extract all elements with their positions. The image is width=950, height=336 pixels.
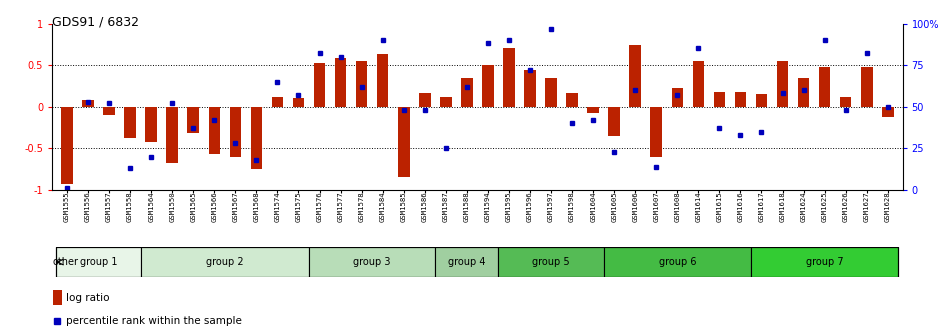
Bar [53,290,62,305]
Text: GSM1596: GSM1596 [527,191,533,222]
Text: GSM1605: GSM1605 [611,191,618,222]
Text: GSM1584: GSM1584 [380,191,386,222]
Bar [524,70,536,107]
Text: GDS91 / 6832: GDS91 / 6832 [52,15,140,28]
Text: GSM1565: GSM1565 [190,191,197,222]
Bar [272,97,283,107]
Bar [208,107,220,154]
Text: log ratio: log ratio [66,293,110,303]
Text: GSM1567: GSM1567 [233,191,238,222]
Text: group 6: group 6 [658,257,696,267]
Bar [435,247,499,277]
Bar [861,67,872,107]
Text: GSM1578: GSM1578 [358,191,365,222]
Bar [504,48,515,107]
Bar [440,97,451,107]
Text: GSM1588: GSM1588 [464,191,470,222]
Bar [83,100,94,107]
Text: GSM1607: GSM1607 [654,191,659,222]
Text: GSM1576: GSM1576 [316,191,323,222]
Bar [145,107,157,141]
Bar [461,78,473,107]
Bar [141,247,309,277]
Bar [819,67,830,107]
Bar [798,78,809,107]
Text: GSM1615: GSM1615 [716,191,722,222]
Bar [293,98,304,107]
Text: GSM1625: GSM1625 [822,191,827,222]
Text: group 5: group 5 [532,257,570,267]
Text: GSM1568: GSM1568 [254,191,259,222]
Bar [314,64,325,107]
Text: group 1: group 1 [80,257,117,267]
Text: group 7: group 7 [806,257,844,267]
Bar [230,107,241,157]
Bar [166,107,178,163]
Text: GSM1608: GSM1608 [674,191,680,222]
Text: GSM1616: GSM1616 [737,191,744,222]
Bar [124,107,136,138]
Text: GSM1628: GSM1628 [884,191,891,222]
Text: GSM1624: GSM1624 [801,191,807,222]
Bar [482,65,494,107]
Text: GSM1564: GSM1564 [148,191,154,222]
Bar [750,247,899,277]
Text: GSM1614: GSM1614 [695,191,701,222]
Text: GSM1558: GSM1558 [127,191,133,222]
Bar [334,58,347,107]
Bar [713,92,725,107]
Text: GSM1550: GSM1550 [169,191,175,222]
Text: GSM1556: GSM1556 [86,191,91,222]
Bar [777,61,788,107]
Bar [251,107,262,169]
Text: GSM1566: GSM1566 [211,191,218,222]
Text: GSM1577: GSM1577 [337,191,344,222]
Text: GSM1586: GSM1586 [422,191,428,222]
Bar [61,107,73,184]
Text: percentile rank within the sample: percentile rank within the sample [66,316,242,326]
Bar [377,54,389,107]
Bar [419,92,430,107]
Text: GSM1555: GSM1555 [64,191,70,222]
Bar [630,45,641,107]
Bar [608,107,620,136]
Bar [566,93,578,107]
Text: GSM1627: GSM1627 [864,191,869,222]
Text: GSM1585: GSM1585 [401,191,407,222]
Bar [56,247,141,277]
Text: GSM1595: GSM1595 [506,191,512,222]
Bar [755,94,768,107]
Text: GSM1574: GSM1574 [275,191,280,222]
Bar [356,61,368,107]
Bar [187,107,200,133]
Bar [545,78,557,107]
Text: GSM1557: GSM1557 [106,191,112,222]
Text: other: other [52,257,79,267]
Bar [104,107,115,115]
Text: GSM1626: GSM1626 [843,191,848,222]
Bar [693,61,704,107]
Text: group 2: group 2 [206,257,243,267]
Bar [651,107,662,157]
Bar [309,247,435,277]
Bar [672,88,683,107]
Text: group 3: group 3 [353,257,390,267]
Text: GSM1575: GSM1575 [295,191,301,222]
Text: GSM1587: GSM1587 [443,191,448,222]
Text: GSM1598: GSM1598 [569,191,575,222]
Bar [840,97,851,107]
Text: group 4: group 4 [448,257,485,267]
Bar [398,107,409,177]
Bar [499,247,603,277]
Bar [603,247,750,277]
Text: GSM1618: GSM1618 [780,191,786,222]
Text: GSM1594: GSM1594 [484,191,491,222]
Text: GSM1604: GSM1604 [590,191,597,222]
Text: GSM1617: GSM1617 [758,191,765,222]
Bar [587,107,598,113]
Text: GSM1606: GSM1606 [632,191,638,222]
Bar [882,107,894,117]
Bar [734,92,747,107]
Text: GSM1597: GSM1597 [548,191,554,222]
